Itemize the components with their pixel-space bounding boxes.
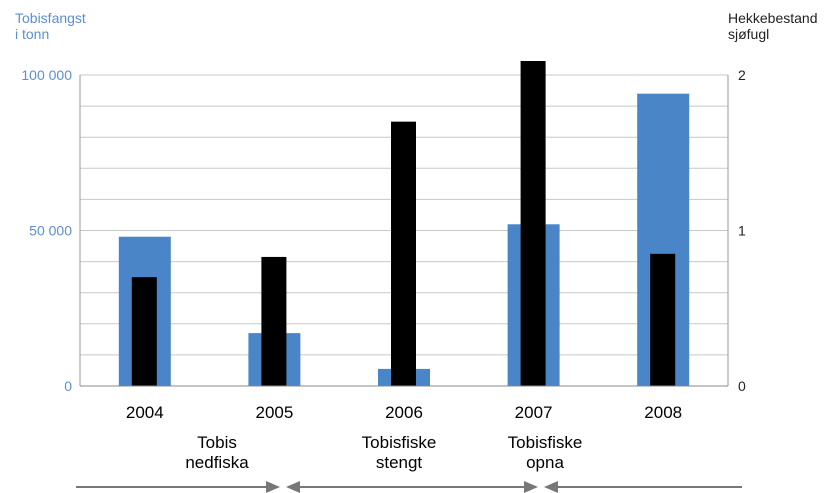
right-axis-title: Hekkebestand sjøfugl	[728, 10, 818, 42]
annotation-tobisfiske-opna: Tobisfiske opna	[480, 433, 610, 473]
annotation-line: nedfiska	[185, 453, 249, 472]
annotation-line: Tobisfiske	[361, 433, 437, 452]
annotation-line: Tobisfiske	[507, 433, 583, 452]
tick-labels: 2004 2005 2006 2007 2008 0 50 000 100 000 0 1 2	[21, 67, 746, 422]
arrowhead-left-2	[286, 481, 300, 493]
bar-hekkebestand-2005	[261, 256, 287, 386]
annotation-line: Tobis	[197, 433, 237, 452]
arrowhead-right-2	[524, 481, 538, 493]
right-axis-title-line: Hekkebestand	[728, 10, 818, 26]
bar-hekkebestand-2004	[131, 277, 157, 386]
right-tick-label: 2	[738, 67, 746, 83]
x-tick-label: 2006	[385, 403, 423, 422]
left-axis-title-line: i tonn	[15, 26, 50, 42]
bar-hekkebestand-2007	[520, 61, 546, 386]
x-tick-label: 2005	[255, 403, 293, 422]
left-axis-title-line: Tobisfangst	[15, 10, 86, 26]
bar-hekkebestand-2006	[391, 121, 416, 387]
annotation-line: opna	[526, 453, 564, 472]
left-axis-title: Tobisfangst i tonn	[15, 10, 86, 42]
x-tick-label: 2008	[644, 403, 682, 422]
annotation-tobisfiske-stengt: Tobisfiske stengt	[334, 433, 464, 473]
period-arrows	[76, 481, 742, 493]
bars	[118, 61, 690, 387]
arrowhead-right-1	[266, 481, 280, 493]
x-tick-label: 2007	[515, 403, 553, 422]
left-tick-label: 100 000	[21, 67, 72, 83]
right-tick-label: 1	[738, 223, 746, 239]
left-tick-label: 0	[64, 378, 72, 394]
right-axis-title-line: sjøfugl	[728, 26, 770, 42]
annotation-tobis-nedfiska: Tobis nedfiska	[152, 433, 282, 473]
annotation-line: stengt	[375, 453, 423, 472]
bar-hekkebestand-2008	[650, 253, 676, 386]
axes	[79, 75, 729, 387]
x-tick-label: 2004	[126, 403, 164, 422]
left-tick-label: 50 000	[29, 223, 72, 239]
right-tick-label: 0	[738, 378, 746, 394]
arrowhead-left-3	[544, 481, 558, 493]
